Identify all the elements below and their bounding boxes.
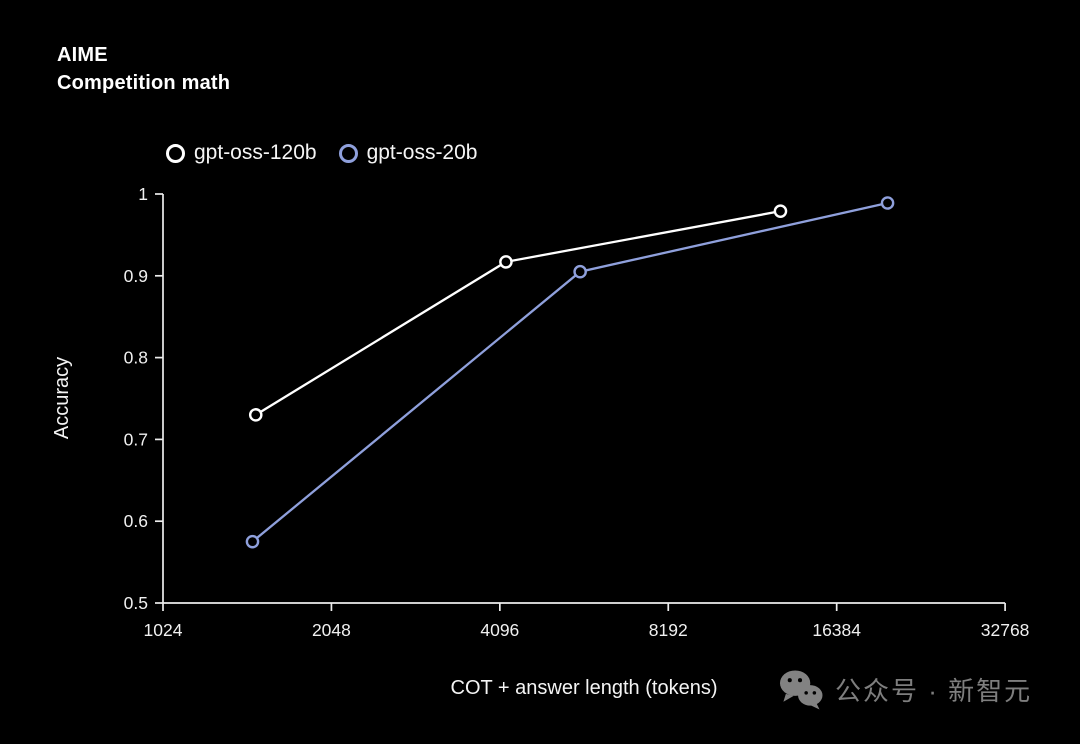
legend-item-gpt-oss-20b: gpt-oss-20b — [338, 141, 478, 165]
data-point-gpt-oss-20b — [880, 196, 895, 210]
x-tick-label: 1024 — [144, 620, 183, 640]
data-point-gpt-oss-120b — [773, 204, 788, 218]
legend-label-gpt-oss-120b: gpt-oss-120b — [194, 141, 317, 164]
y-tick-label: 0.9 — [124, 266, 148, 286]
legend-item-gpt-oss-120b: gpt-oss-120b — [166, 141, 317, 165]
wechat-icon — [779, 670, 823, 710]
y-tick-label: 0.7 — [124, 429, 148, 449]
series-line-gpt-oss-20b — [251, 201, 889, 543]
y-axis-title: Accuracy — [51, 357, 73, 439]
watermark: 公众号 · 新智元 — [777, 668, 1032, 710]
y-tick-label: 0.6 — [124, 511, 148, 531]
x-axis-title: COT + answer length (tokens) — [451, 677, 718, 699]
circle-marker-icon — [166, 143, 185, 163]
x-tick-label: 32768 — [981, 620, 1030, 640]
data-point-gpt-oss-20b — [245, 534, 260, 549]
watermark-text: 公众号 · 新智元 — [835, 675, 1033, 706]
legend-label-gpt-oss-20b: gpt-oss-20b — [366, 141, 478, 164]
y-tick-label: 0.5 — [124, 593, 148, 613]
series-line-gpt-oss-120b — [254, 210, 782, 417]
x-tick-label: 16384 — [812, 620, 861, 640]
x-tick-label: 2048 — [312, 620, 351, 640]
chart-title-line1: AIME — [57, 44, 108, 66]
data-point-gpt-oss-20b — [573, 264, 587, 279]
data-point-gpt-oss-120b — [499, 255, 513, 269]
data-point-gpt-oss-120b — [248, 408, 263, 422]
chart-title-line2: Competition math — [57, 72, 231, 94]
y-tick-label: 0.8 — [124, 348, 148, 368]
circle-marker-icon — [338, 143, 358, 163]
x-tick-label: 4096 — [480, 620, 519, 640]
x-tick-label: 8192 — [649, 620, 688, 640]
legend: gpt-oss-120b gpt-oss-20b — [166, 141, 477, 165]
y-tick-label: 1 — [138, 184, 148, 204]
chart-title: AIME Competition math — [57, 41, 230, 97]
